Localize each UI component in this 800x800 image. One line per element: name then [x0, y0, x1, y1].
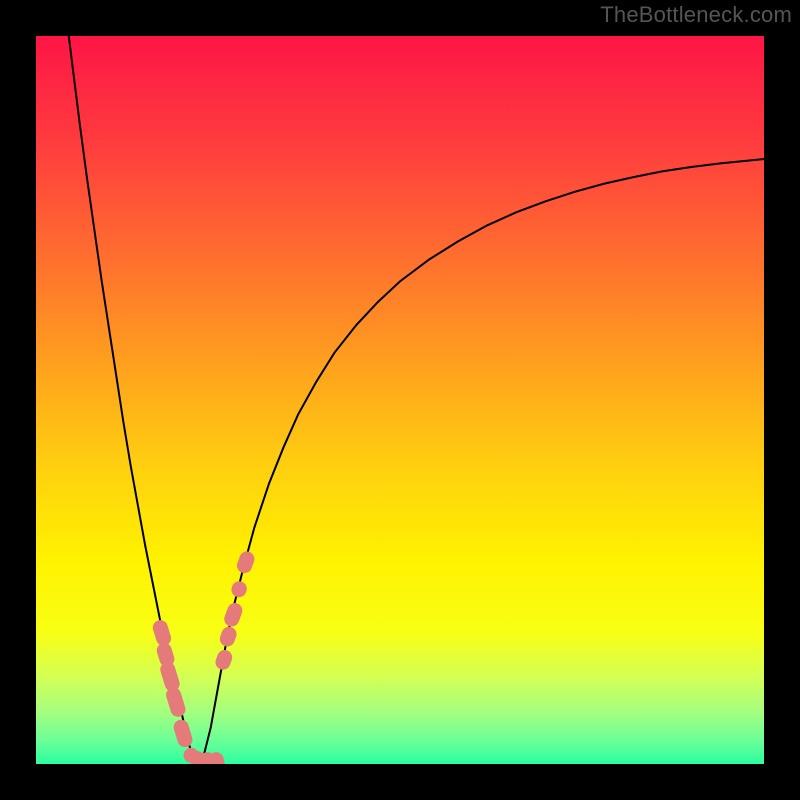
chart-background: [36, 36, 764, 764]
marker-left-3: [174, 695, 178, 709]
marker-left-6: [198, 759, 199, 764]
marker-left-1: [164, 651, 167, 660]
marker-right-4: [244, 559, 246, 566]
marker-left-0: [160, 628, 163, 639]
marker-left-2: [168, 669, 172, 683]
watermark-text: TheBottleneck.com: [600, 2, 792, 28]
marker-left-8: [216, 760, 217, 763]
marker-left-4: [181, 727, 185, 739]
chart-root: TheBottleneck.com: [0, 0, 800, 800]
marker-right-2: [232, 611, 235, 619]
marker-right-0: [223, 658, 225, 663]
bottleneck-chart-svg: [0, 0, 800, 800]
marker-right-1: [227, 634, 229, 639]
marker-left-7: [207, 760, 208, 763]
